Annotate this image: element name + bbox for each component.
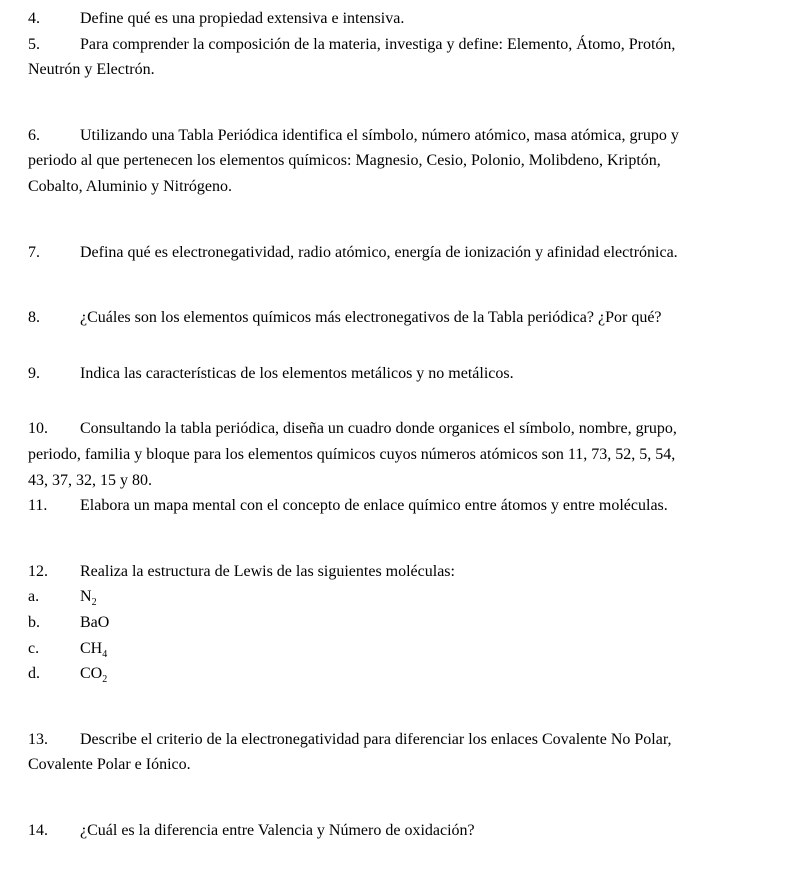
- document-page: 4.Define qué es una propiedad extensiva …: [0, 0, 796, 875]
- question-number: 7.: [28, 242, 80, 264]
- list-item-d: d.CO2: [28, 663, 768, 685]
- formula-subscript: 2: [92, 598, 97, 609]
- question-number: 10.: [28, 418, 80, 440]
- list-item-label: c.: [28, 638, 80, 660]
- list-item-label: a.: [28, 586, 80, 608]
- question-continuation: periodo, familia y bloque para los eleme…: [28, 444, 768, 466]
- question-continuation: Neutrón y Electrón.: [28, 59, 768, 81]
- formula-base: BaO: [80, 614, 109, 631]
- question-13: 13.Describe el criterio de la electroneg…: [28, 729, 768, 776]
- question-text: Realiza la estructura de Lewis de las si…: [80, 563, 455, 580]
- formula-subscript: 4: [102, 649, 107, 660]
- question-text: Define qué es una propiedad extensiva e …: [80, 10, 404, 27]
- question-7: 7.Defina qué es electronegatividad, radi…: [28, 242, 768, 264]
- question-number: 12.: [28, 561, 80, 583]
- question-line: 10.Consultando la tabla periódica, diseñ…: [28, 418, 768, 440]
- question-line: 12.Realiza la estructura de Lewis de las…: [28, 561, 768, 583]
- question-11: 11.Elabora un mapa mental con el concept…: [28, 495, 768, 517]
- list-item-label: d.: [28, 663, 80, 685]
- question-text: Describe el criterio de la electronegati…: [80, 731, 672, 748]
- question-number: 4.: [28, 8, 80, 30]
- question-10: 10.Consultando la tabla periódica, diseñ…: [28, 418, 768, 491]
- formula-subscript: 2: [102, 674, 107, 685]
- list-item-a: a.N2: [28, 586, 768, 608]
- question-text: Consultando la tabla periódica, diseña u…: [80, 420, 677, 437]
- formula-base: CO: [80, 665, 102, 682]
- question-8: 8.¿Cuáles son los elementos químicos más…: [28, 307, 768, 329]
- question-9: 9.Indica las características de los elem…: [28, 363, 768, 385]
- question-number: 5.: [28, 34, 80, 56]
- question-continuation: 43, 37, 32, 15 y 80.: [28, 470, 768, 492]
- formula-base: CH: [80, 640, 102, 657]
- question-5: 5.Para comprender la composición de la m…: [28, 34, 768, 81]
- question-number: 9.: [28, 363, 80, 385]
- question-line: 6.Utilizando una Tabla Periódica identif…: [28, 125, 768, 147]
- question-6: 6.Utilizando una Tabla Periódica identif…: [28, 125, 768, 198]
- question-text: Indica las características de los elemen…: [80, 365, 514, 382]
- question-text: ¿Cuál es la diferencia entre Valencia y …: [80, 822, 475, 839]
- list-item-c: c.CH4: [28, 638, 768, 660]
- question-number: 6.: [28, 125, 80, 147]
- question-14: 14.¿Cuál es la diferencia entre Valencia…: [28, 820, 768, 842]
- question-text: Elabora un mapa mental con el concepto d…: [80, 497, 668, 514]
- question-number: 11.: [28, 495, 80, 517]
- question-number: 13.: [28, 729, 80, 751]
- list-item-b: b.BaO: [28, 612, 768, 634]
- question-12: 12.Realiza la estructura de Lewis de las…: [28, 561, 768, 685]
- question-text: ¿Cuáles son los elementos químicos más e…: [80, 309, 662, 326]
- formula-base: N: [80, 588, 92, 605]
- question-line: 5.Para comprender la composición de la m…: [28, 34, 768, 56]
- question-continuation: Covalente Polar e Iónico.: [28, 754, 768, 776]
- question-text: Utilizando una Tabla Periódica identific…: [80, 127, 679, 144]
- question-continuation: Cobalto, Aluminio y Nitrógeno.: [28, 176, 768, 198]
- list-item-label: b.: [28, 612, 80, 634]
- question-number: 8.: [28, 307, 80, 329]
- question-continuation: periodo al que pertenecen los elementos …: [28, 150, 768, 172]
- question-number: 14.: [28, 820, 80, 842]
- question-text: Defina qué es electronegatividad, radio …: [80, 244, 678, 261]
- question-line: 13.Describe el criterio de la electroneg…: [28, 729, 768, 751]
- question-4: 4.Define qué es una propiedad extensiva …: [28, 8, 768, 30]
- question-text: Para comprender la composición de la mat…: [80, 36, 675, 53]
